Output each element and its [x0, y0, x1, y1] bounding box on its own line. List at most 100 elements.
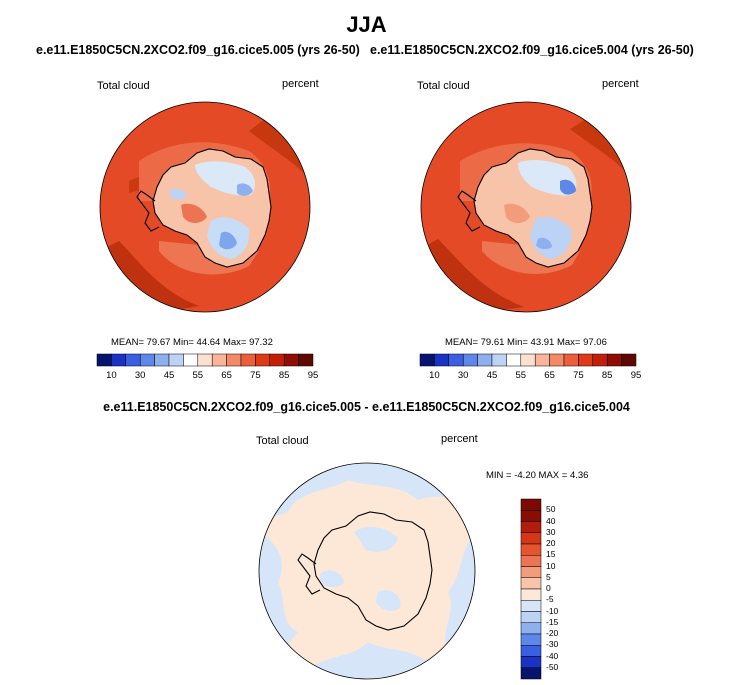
negative-difference-region: [298, 642, 438, 679]
colorbar-right: [419, 353, 637, 367]
colorbar-swatch: [226, 353, 242, 367]
colorbar-tick-label: 75: [573, 370, 584, 381]
panel-right-stats: MEAN= 79.61 Min= 43.91 Max= 97.06: [445, 337, 607, 348]
negative-difference-region: [354, 526, 398, 552]
difference-field-label: Total cloud: [256, 435, 309, 447]
antarctic-coastline: [313, 511, 433, 631]
colorbar-swatch: [520, 353, 536, 367]
colorbar-tick-label: 30: [457, 370, 469, 381]
colorbar-swatch: [563, 353, 579, 367]
colorbar-tick-label: -10: [546, 605, 559, 616]
colorbar-swatch: [462, 353, 478, 367]
colorbar-right-ticks: 10 30 45 55 65 75 85 95: [420, 370, 641, 384]
difference-colorbar-ticks: 50 40 30 20 15 10 5 0 -5 -10 -15 -20 -30 -40 -50: [546, 499, 586, 679]
colorbar-swatch: [506, 353, 522, 367]
colorbar-tick-label: 10: [546, 560, 556, 571]
colorbar-swatch: [125, 353, 141, 367]
colorbar-tick-label: 0: [546, 583, 551, 593]
colorbar-swatch: [520, 667, 542, 680]
colorbar-swatch: [255, 353, 271, 367]
negative-difference-region: [376, 590, 401, 611]
map-border: [258, 462, 476, 680]
map-border: [420, 101, 632, 313]
colorbar-swatch: [211, 353, 227, 367]
colorbar-swatch: [520, 532, 542, 545]
panel-left-field-label: Total cloud: [97, 80, 150, 92]
colorbar-swatch: [520, 566, 542, 578]
colorbar-swatch: [183, 353, 199, 367]
difference-title: e.e11.E1850C5CN.2XCO2.f09_g16.cice5.005 …: [103, 400, 630, 414]
difference-colorbar: [520, 498, 542, 680]
colorbar-left: [96, 353, 314, 367]
colorbar-tick-label: -30: [546, 639, 559, 650]
panel-left-title: e.e11.E1850C5CN.2XCO2.f09_g16.cice5.005 …: [36, 43, 360, 57]
map-difference: [258, 462, 476, 680]
colorbar-tick-label: 40: [546, 515, 556, 526]
colorbar-tick-label: -5: [546, 594, 554, 605]
colorbar-tick-label: 30: [546, 526, 556, 537]
colorbar-swatch: [520, 577, 542, 590]
difference-units-label: percent: [441, 433, 478, 445]
colorbar-swatch: [168, 353, 184, 367]
colorbar-swatch: [96, 353, 112, 367]
colorbar-tick-label: 30: [134, 370, 146, 381]
colorbar-swatch: [520, 600, 542, 612]
colorbar-swatch: [298, 353, 314, 367]
low-cloud-region: [560, 179, 576, 195]
antarctic-peninsula: [457, 190, 481, 232]
low-cloud-region: [536, 237, 552, 250]
antarctic-peninsula: [297, 553, 321, 595]
colorbar-swatch: [606, 353, 622, 367]
colorbar-swatch: [520, 510, 542, 522]
colorbar-swatch: [419, 353, 435, 367]
colorbar-tick-label: 65: [544, 370, 555, 381]
colorbar-swatch: [283, 353, 299, 367]
high-cloud-region: [504, 203, 530, 223]
colorbar-tick-label: 75: [250, 370, 261, 381]
colorbar-swatch: [520, 611, 542, 623]
main-title: JJA: [346, 12, 387, 37]
colorbar-swatch: [520, 633, 542, 646]
colorbar-tick-label: 55: [515, 370, 527, 381]
colorbar-swatch: [269, 353, 285, 367]
difference-minmax: MIN = -4.20 MAX = 4.36: [486, 470, 589, 481]
colorbar-swatch: [154, 353, 170, 367]
colorbar-left-ticks: 10 30 45 55 65 75 85 95: [97, 370, 318, 384]
colorbar-swatch: [578, 353, 594, 367]
colorbar-tick-label: -40: [546, 650, 559, 661]
high-cloud-region: [181, 203, 207, 223]
antarctic-coastline: [152, 148, 272, 268]
low-cloud-region: [169, 188, 187, 200]
panel-left-units-label: percent: [282, 78, 319, 90]
colorbar-tick-label: 10: [106, 370, 117, 381]
colorbar-tick-label: 50: [546, 504, 556, 515]
colorbar-tick-label: 45: [486, 370, 498, 381]
colorbar-swatch: [520, 588, 542, 601]
map-border: [99, 101, 311, 313]
colorbar-tick-label: 45: [163, 370, 175, 381]
colorbar-tick-label: 85: [278, 370, 290, 381]
low-cloud-region: [219, 231, 237, 250]
colorbar-tick-label: -15: [546, 616, 559, 627]
antarctic-peninsula: [136, 190, 160, 232]
colorbar-tick-label: 20: [546, 538, 556, 548]
colorbar-tick-label: 10: [429, 370, 440, 381]
colorbar-tick-label: 95: [307, 370, 319, 381]
colorbar-swatch: [520, 555, 542, 567]
colorbar-tick-label: -50: [546, 661, 559, 672]
colorbar-swatch: [520, 498, 542, 511]
colorbar-swatch: [534, 353, 550, 367]
colorbar-tick-label: 5: [546, 571, 551, 582]
colorbar-tick-label: 85: [601, 370, 613, 381]
colorbar-tick-label: 15: [546, 549, 556, 560]
panel-right-field-label: Total cloud: [417, 80, 470, 92]
colorbar-swatch: [491, 353, 507, 367]
colorbar-swatch: [240, 353, 256, 367]
colorbar-swatch: [621, 353, 637, 367]
colorbar-swatch: [520, 543, 542, 556]
antarctic-coastline: [473, 148, 593, 268]
map-right: [420, 101, 632, 313]
colorbar-swatch: [448, 353, 464, 367]
colorbar-swatch: [434, 353, 450, 367]
panel-left-stats: MEAN= 79.67 Min= 44.64 Max= 97.32: [111, 337, 273, 348]
